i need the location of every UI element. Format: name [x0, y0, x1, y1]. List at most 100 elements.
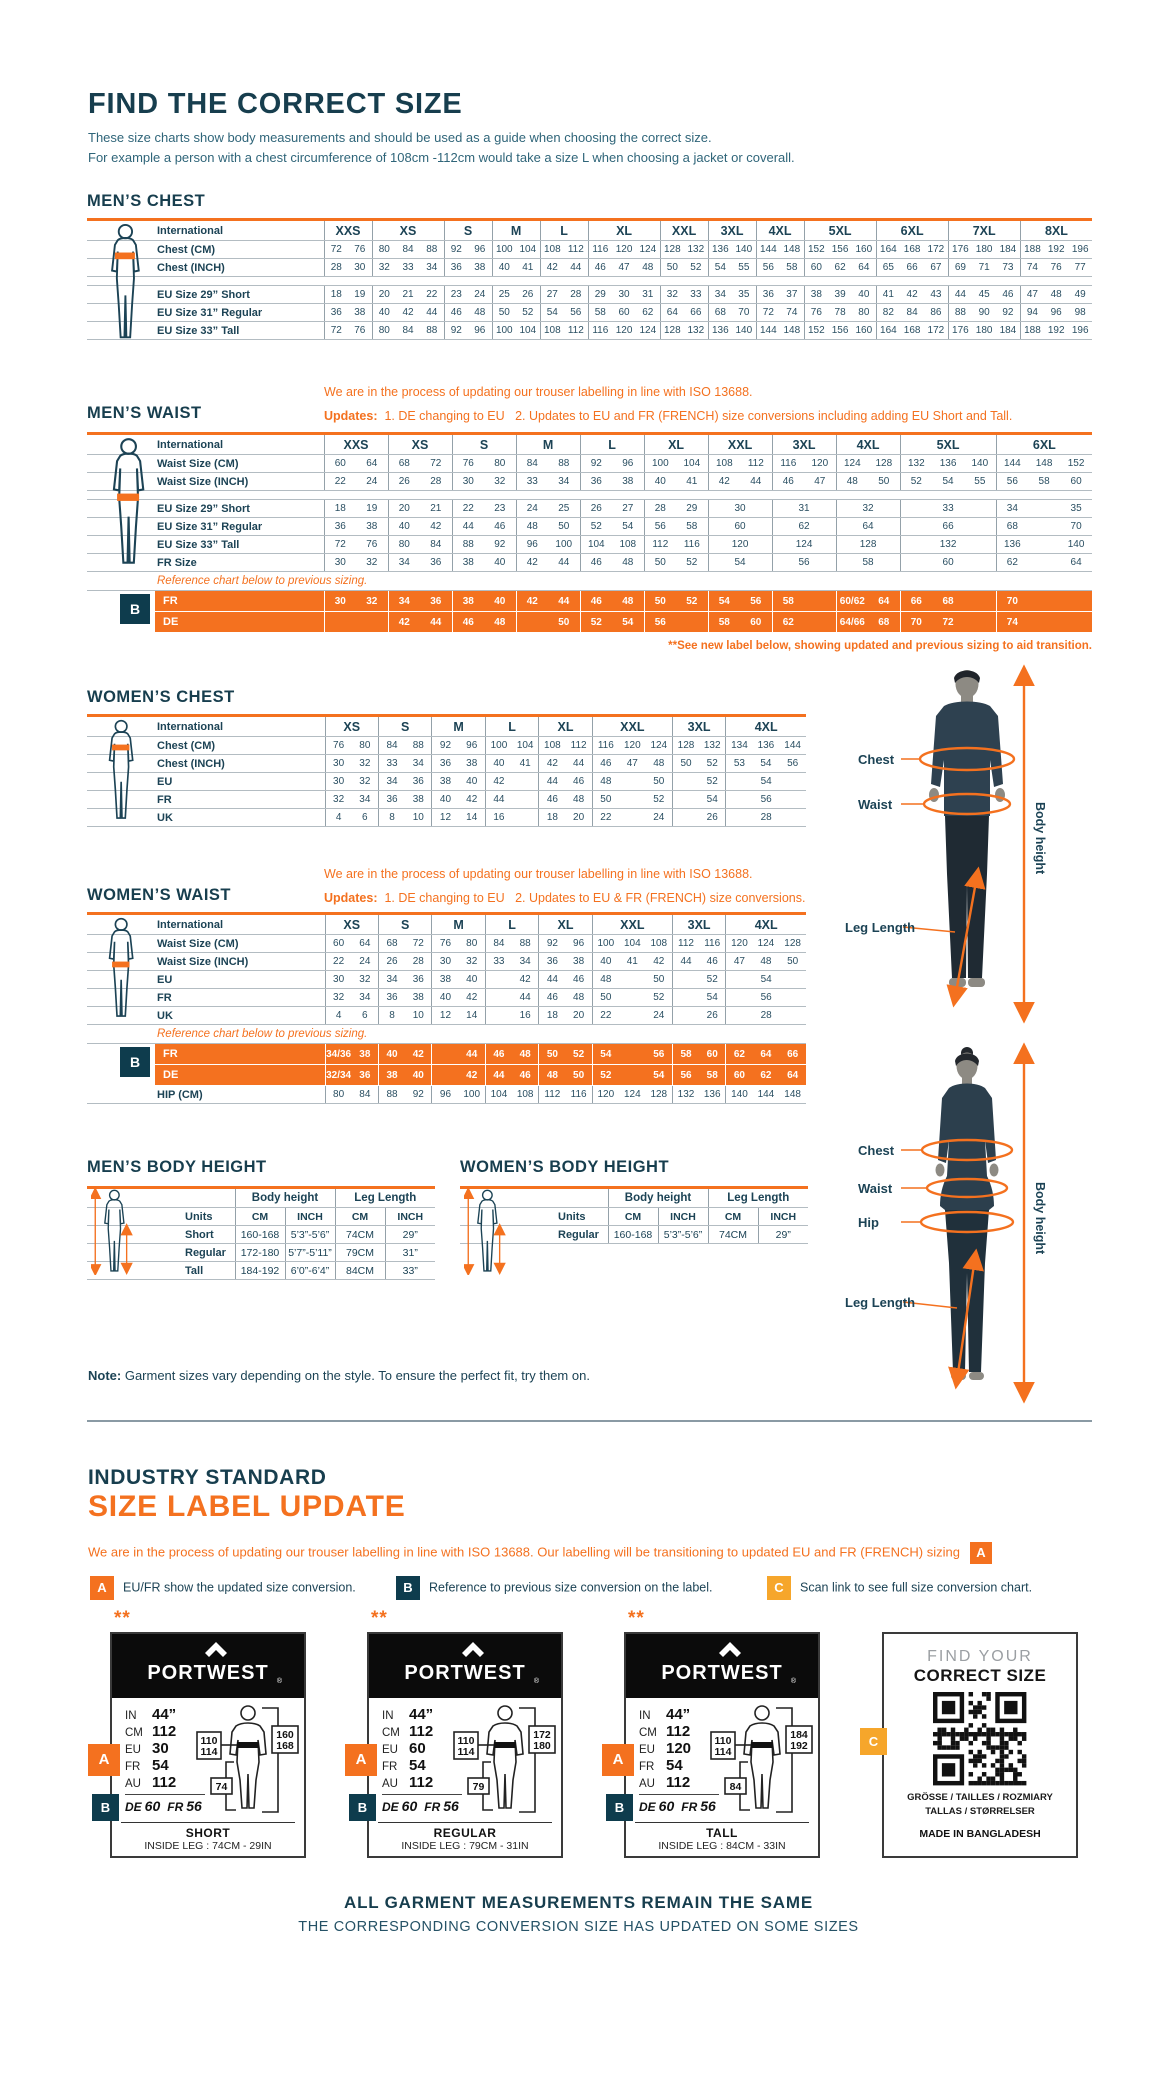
size-cell: 56: [771, 553, 837, 572]
layout-path: [945, 1210, 989, 1372]
size-cell: 70: [899, 611, 933, 633]
gap-row: [87, 276, 1093, 286]
size-data-row: FR Size 30 32 34 36 38 40 42 44 46 48 50 52 54 56 58 60 6…: [87, 553, 1093, 572]
size-cell: 50: [491, 303, 517, 322]
layout-circle: [117, 223, 134, 240]
layout-span: IN: [639, 1710, 651, 1722]
layout-rect: [973, 1763, 978, 1768]
size-cell: 72: [932, 611, 965, 633]
layout-rect: [955, 1740, 960, 1746]
size-col-XXL: XXL: [707, 433, 773, 455]
size-cell: 62: [771, 517, 837, 536]
size-cell: 44: [565, 754, 593, 773]
transition-footnote: **See new label below, showing updated a…: [668, 640, 1092, 652]
size-cell: 27: [612, 499, 645, 518]
size-cell: 72: [323, 240, 348, 259]
size-cell: 12: [431, 808, 459, 827]
size-data-row: Waist Size (INCH) 22 24 26 28 30 32 33 34 36 38 40 4…: [87, 952, 806, 971]
size-cell: 124: [752, 934, 780, 953]
layout-g: [89, 1186, 133, 1277]
layout-div: Body height Leg Length Units CM INCH CM INCH Sh…: [87, 1186, 436, 1280]
size-col-XXS: XXS: [323, 433, 389, 455]
size-cell: 54: [932, 472, 965, 491]
size-cell: 40: [431, 790, 459, 809]
layout-rect: [981, 1780, 987, 1786]
layout-rect: [950, 1736, 956, 1741]
size-cell: 104: [516, 321, 541, 340]
table-cell: [87, 276, 1093, 286]
layout-rect: [494, 1742, 516, 1748]
size-cell: 58: [676, 517, 709, 536]
size-cell: 48: [612, 590, 645, 612]
table-cell: UK: [87, 808, 325, 827]
layout-span: 60: [401, 1798, 418, 1814]
size-cell: 40: [643, 472, 677, 491]
qr-code: [933, 1692, 1027, 1786]
size-cell: 70: [1060, 517, 1093, 536]
size-cell: 32/34: [324, 1064, 352, 1086]
label-body: IN 44” CM 112 EU 120 FR 54 AU 112 DE 60 FR 56 184 192 …: [626, 1698, 818, 1856]
size-cell: 132: [899, 535, 997, 554]
badge-a-icon: A: [602, 1744, 634, 1776]
size-cell: 65: [875, 258, 901, 277]
size-cell: 96: [1044, 303, 1069, 322]
size-cell: 22: [324, 952, 352, 971]
size-data-row: Chest (CM) 72 76 80 84 88 92 96 100 104 108 112 116 1…: [87, 240, 1093, 259]
size-cell: 168: [900, 321, 925, 340]
size-col-M: M: [491, 219, 541, 241]
layout-rect: [968, 1709, 974, 1715]
size-cell: 48: [1044, 285, 1069, 304]
size-cell: 50: [659, 258, 685, 277]
size-cell: 74: [780, 303, 805, 322]
size-cell: 50: [868, 472, 901, 491]
layout-rect: [990, 1776, 996, 1781]
size-col-3XL: 3XL: [707, 219, 757, 241]
size-cell: 46: [484, 517, 517, 536]
layout-rect: [981, 1723, 987, 1728]
size-cell: [1028, 517, 1061, 536]
size-cell: 34: [420, 258, 445, 277]
layout-span: 54: [409, 1757, 426, 1774]
layout-rect: [973, 1709, 978, 1715]
layout-span: 112: [409, 1723, 434, 1740]
size-cell: 47: [612, 258, 637, 277]
layout-span: PORTWEST: [661, 1662, 783, 1684]
layout-rect: [999, 1745, 1005, 1750]
size-cell: 112: [643, 535, 677, 554]
size-cell: 34: [377, 970, 406, 989]
size-table: International XXS XS S M L XL XXL 3XL 4XL 5XL 6XL Wa…: [87, 432, 1093, 633]
legend-item-a: A EU/FR show the updated size conversion.: [90, 1576, 356, 1600]
size-cell: 46: [565, 970, 593, 989]
size-cell: 50: [645, 970, 673, 989]
size-cell: 36: [405, 772, 432, 791]
layout-div: International XXS XS S M L XL XXL 3XL 4XL 5XL 6XL 7X…: [87, 218, 1093, 340]
size-cell: 34: [548, 472, 581, 491]
size-cell: 66: [899, 517, 997, 536]
layout-rect: [999, 1740, 1005, 1746]
size-cell: 54: [645, 1064, 673, 1086]
layout-rect: [1017, 1732, 1022, 1737]
size-cell: 132: [684, 321, 709, 340]
layout-ellipse: [922, 792, 1012, 816]
size-cell: 47: [618, 754, 646, 773]
layout-rect: [955, 1732, 960, 1737]
layout-rect: [962, 1076, 972, 1085]
table-cell: [87, 490, 1093, 500]
label-body: IN 44” CM 112 EU 30 FR 54 AU 112 DE 60 FR 56 160 168 1…: [112, 1698, 304, 1856]
size-cell: 46: [512, 1064, 539, 1086]
layout-g: [111, 223, 140, 339]
size-cell: 68: [868, 611, 901, 633]
layout-rect: [990, 1732, 996, 1737]
layout-rect: [1021, 1758, 1027, 1764]
size-cell: 36: [755, 285, 781, 304]
size-cell: 48: [645, 754, 673, 773]
size-cell: 50: [591, 988, 619, 1007]
size-cell: 54: [539, 303, 565, 322]
layout-g: [477, 1189, 498, 1272]
size-cell: 58: [771, 590, 805, 612]
size-cell: 84: [396, 240, 421, 259]
size-cell: 30: [431, 952, 459, 971]
layout-rect: [961, 695, 973, 705]
table-cell: Reference chart below to previous sizing…: [87, 1024, 806, 1044]
